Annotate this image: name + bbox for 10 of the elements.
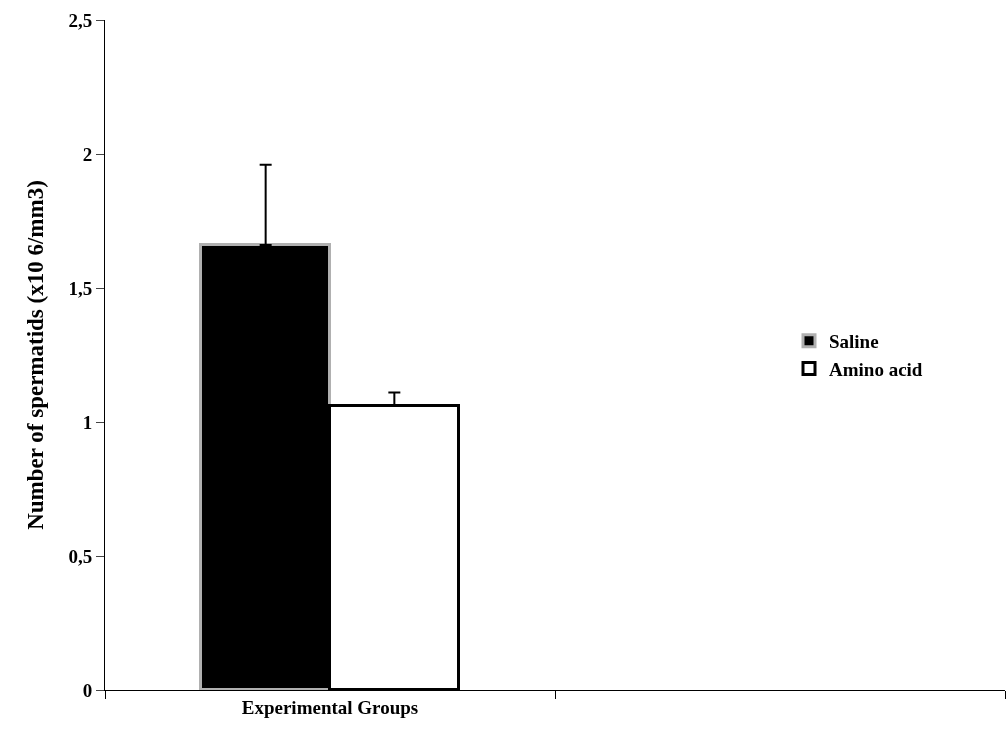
- legend-label: Saline: [829, 331, 879, 353]
- y-tick-label: 0,5: [68, 545, 93, 567]
- y-tick-label: 1: [82, 411, 93, 433]
- legend-label: Amino acid: [829, 358, 923, 380]
- x-tick-label: Experimental Groups: [241, 696, 419, 718]
- y-tick-label: 2,5: [68, 9, 93, 31]
- y-tick-label: 0: [82, 679, 93, 701]
- y-tick-label: 1,5: [68, 277, 93, 299]
- y-axis-title: Number of spermatids (x10 6/mm3): [22, 180, 48, 530]
- y-tick-label: 2: [82, 143, 93, 165]
